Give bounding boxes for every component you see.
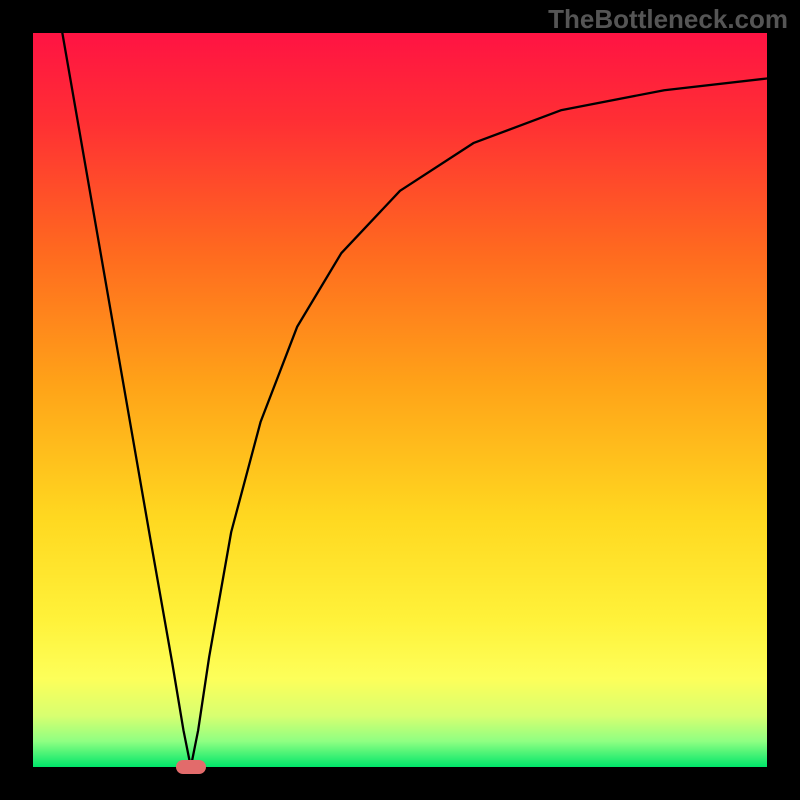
optimum-marker [176,760,206,774]
watermark-text: TheBottleneck.com [548,4,788,35]
chart-frame: TheBottleneck.com [0,0,800,800]
plot-area [33,33,767,767]
bottleneck-curve [33,33,767,767]
